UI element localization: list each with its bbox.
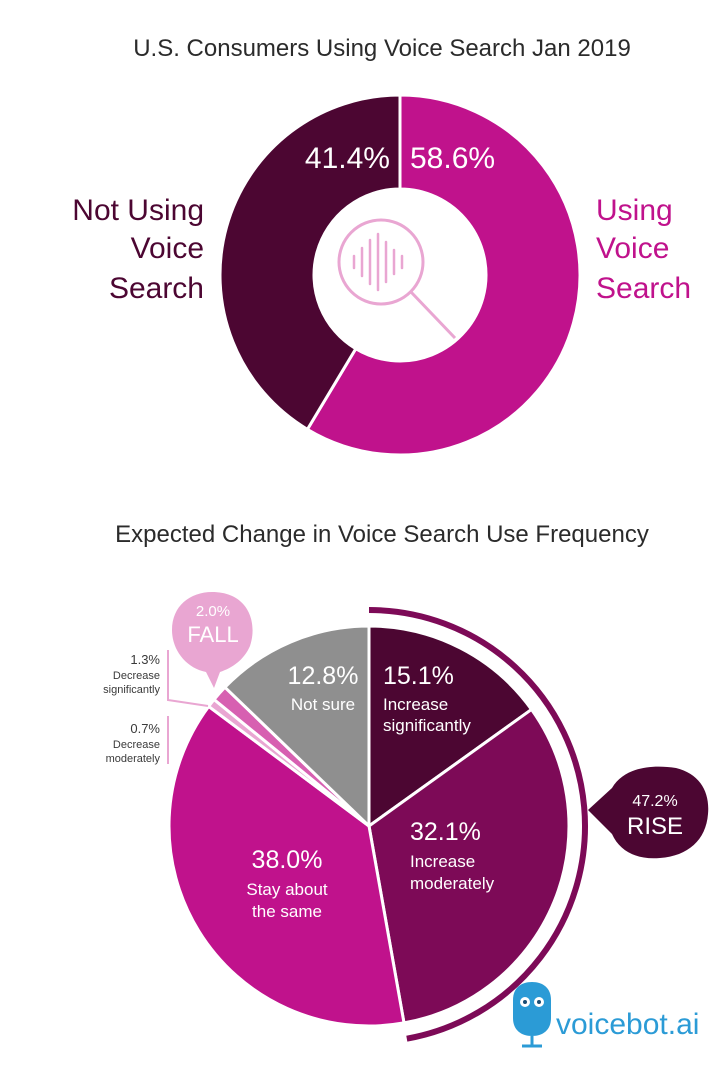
decrease-significantly-leader — [167, 650, 209, 707]
increase-significantly-percent: 15.1% — [383, 662, 454, 690]
robot-mascot-icon — [513, 982, 551, 1048]
label-stay-same: 38.0% Stay about the same — [246, 846, 328, 921]
not-sure-text: Not sure — [291, 695, 355, 714]
increase-significantly-text1: Increase — [383, 695, 448, 714]
magnifier-soundwave-icon — [337, 218, 457, 340]
donut-chart-voice-usage — [218, 93, 582, 457]
stay-same-percent: 38.0% — [252, 846, 323, 874]
pie-slice-increase-significantly — [367, 624, 534, 829]
decrease-significantly-percent: 1.3% — [130, 652, 160, 667]
fall-callout-bubble — [172, 592, 253, 688]
not-using-percent: 41.4% — [305, 142, 390, 175]
chart1-title: U.S. Consumers Using Voice Search Jan 20… — [133, 35, 631, 62]
label-increase-significantly: 15.1% Increase significantly — [383, 662, 471, 735]
not-using-label-line2: Voice — [131, 232, 204, 265]
increase-moderately-text1: Increase — [410, 852, 475, 871]
donut-slice-not-using-voice-search — [218, 93, 402, 432]
not-using-label-line1: Not Using — [72, 194, 204, 227]
rise-arc-stroke — [368, 607, 589, 1042]
pie-chart-frequency-change — [167, 624, 571, 1028]
chart2-title: Expected Change in Voice Search Use Freq… — [115, 521, 649, 548]
label-not-sure: 12.8% Not sure — [288, 662, 359, 714]
voicebot-logo: voicebot.ai — [513, 982, 699, 1048]
not-using-label: Not Using Voice Search — [72, 194, 204, 305]
using-label-line3: Search — [596, 272, 691, 305]
stay-same-text2: the same — [252, 902, 322, 921]
rise-text: RISE — [627, 813, 683, 840]
pie-slice-increase-moderately — [367, 707, 571, 1025]
using-label-line2: Voice — [596, 232, 669, 265]
brand-name: voicebot.ai — [556, 1008, 699, 1041]
decrease-significantly-text1: Decrease — [113, 670, 160, 682]
increase-significantly-text2: significantly — [383, 716, 471, 735]
fall-percent: 2.0% — [196, 603, 230, 620]
pie-slice-not-sure — [222, 624, 371, 830]
not-using-label-line3: Search — [109, 272, 204, 305]
decrease-labels: 1.3% Decrease significantly 0.7% Decreas… — [103, 650, 209, 765]
stay-same-text1: Stay about — [246, 880, 328, 899]
rise-callout: 47.2% RISE — [588, 766, 709, 859]
using-label-line1: Using — [596, 194, 673, 227]
fall-text: FALL — [187, 622, 238, 647]
decrease-significantly-text2: significantly — [103, 684, 160, 696]
decrease-moderately-text2: moderately — [106, 753, 161, 765]
using-label: Using Voice Search — [596, 194, 691, 305]
rise-arc — [368, 607, 589, 1042]
pie-slice-stay-about-the-same — [167, 704, 406, 1028]
increase-moderately-text2: moderately — [410, 874, 495, 893]
donut-slice-using-voice-search — [305, 93, 582, 457]
rise-percent: 47.2% — [632, 793, 677, 810]
fall-callout: 2.0% FALL — [172, 592, 253, 688]
label-increase-moderately: 32.1% Increase moderately — [410, 818, 495, 893]
increase-moderately-percent: 32.1% — [410, 818, 481, 846]
rise-callout-bubble — [588, 766, 709, 859]
decrease-moderately-text1: Decrease — [113, 739, 160, 751]
not-sure-percent: 12.8% — [288, 662, 359, 690]
using-percent: 58.6% — [410, 142, 495, 175]
decrease-moderately-percent: 0.7% — [130, 721, 160, 736]
